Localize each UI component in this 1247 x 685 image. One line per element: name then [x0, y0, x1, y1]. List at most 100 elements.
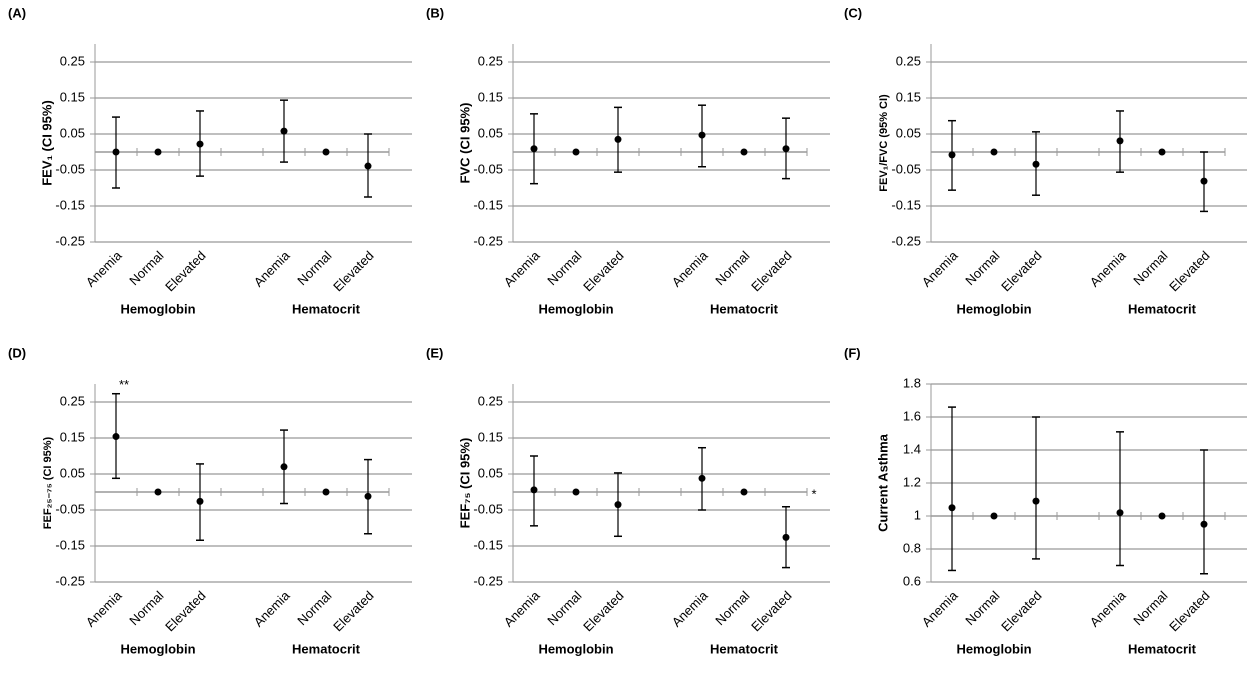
group-label: Hematocrit [710, 301, 779, 316]
panel-label: (F) [844, 345, 861, 360]
y-tick-label: 0.05 [478, 125, 503, 140]
error-bar [1200, 449, 1208, 575]
point [1158, 148, 1166, 156]
y-axis-label: Current Asthma [875, 433, 890, 532]
point [280, 127, 288, 135]
y-tick-label: -0.25 [473, 573, 503, 588]
group-label: Hematocrit [1128, 301, 1197, 316]
x-tick-label: Anemia [251, 247, 293, 289]
point [154, 488, 162, 496]
x-tick-label: Elevated [998, 588, 1044, 634]
x-tick-label: Elevated [580, 588, 626, 634]
y-tick-label: 0.8 [903, 540, 921, 555]
point [1116, 509, 1124, 517]
x-tick-label: Normal [962, 248, 1002, 288]
x-tick-label: Anemia [1087, 247, 1129, 289]
point [1032, 160, 1040, 168]
point [1200, 177, 1208, 185]
y-tick-label: -0.25 [55, 233, 85, 248]
x-tick-label: Elevated [1166, 588, 1212, 634]
point [572, 148, 580, 156]
point [1158, 512, 1166, 520]
y-tick-label: 0.15 [478, 89, 503, 104]
x-tick-label: Anemia [669, 587, 711, 629]
x-tick-label: Normal [962, 588, 1002, 628]
x-tick-label: Normal [294, 588, 334, 628]
point [990, 148, 998, 156]
point [322, 488, 330, 496]
point [740, 488, 748, 496]
y-tick-label: -0.05 [55, 501, 85, 516]
point [948, 151, 956, 159]
point [364, 492, 372, 500]
point [782, 533, 790, 541]
group-label: Hematocrit [292, 641, 361, 656]
point [698, 131, 706, 139]
y-tick-label: -0.05 [55, 161, 85, 176]
point [1116, 137, 1124, 145]
y-tick-label: 1.6 [903, 408, 921, 423]
point [614, 135, 622, 143]
x-tick-label: Normal [1130, 588, 1170, 628]
y-axis-label: FEV₁ (CI 95%) [39, 100, 54, 186]
y-tick-label: 0.05 [60, 125, 85, 140]
point [112, 433, 120, 441]
point [154, 148, 162, 156]
x-tick-label: Anemia [501, 587, 543, 629]
y-tick-label: 1 [914, 507, 921, 522]
y-axis-label: FEF₂₅₋₇₅ (CI 95%) [42, 436, 54, 529]
annotation: * [811, 486, 816, 501]
point [1032, 497, 1040, 505]
point [1200, 520, 1208, 528]
x-tick-label: Elevated [580, 248, 626, 294]
error-bar [948, 406, 956, 572]
x-tick-label: Normal [126, 588, 166, 628]
x-tick-label: Elevated [1166, 248, 1212, 294]
x-tick-label: Elevated [998, 248, 1044, 294]
y-tick-label: -0.15 [891, 197, 921, 212]
y-tick-label: 0.25 [896, 53, 921, 68]
panel-label: (D) [8, 345, 26, 360]
point [280, 463, 288, 471]
x-tick-label: Anemia [501, 247, 543, 289]
y-tick-label: -0.15 [55, 197, 85, 212]
point [196, 497, 204, 505]
point [698, 474, 706, 482]
x-tick-label: Anemia [1087, 587, 1129, 629]
y-tick-label: -0.05 [891, 161, 921, 176]
panel-label: (E) [426, 345, 443, 360]
x-tick-label: Normal [294, 248, 334, 288]
y-tick-label: -0.05 [473, 161, 503, 176]
y-tick-label: 0.25 [478, 53, 503, 68]
x-tick-label: Normal [126, 248, 166, 288]
group-label: Hematocrit [292, 301, 361, 316]
y-tick-label: 0.25 [478, 393, 503, 408]
x-tick-label: Normal [1130, 248, 1170, 288]
y-tick-label: 0.6 [903, 573, 921, 588]
group-label: Hemoglobin [120, 301, 195, 316]
group-label: Hemoglobin [120, 641, 195, 656]
y-tick-label: 0.15 [896, 89, 921, 104]
point [740, 148, 748, 156]
group-label: Hemoglobin [538, 641, 613, 656]
point [990, 512, 998, 520]
panel-label: (C) [844, 5, 862, 20]
point [112, 148, 120, 156]
point [322, 148, 330, 156]
point [614, 501, 622, 509]
y-tick-label: -0.25 [55, 573, 85, 588]
y-tick-label: 1.8 [903, 375, 921, 390]
panel-label: (B) [426, 5, 444, 20]
group-label: Hemoglobin [538, 301, 613, 316]
x-tick-label: Normal [544, 248, 584, 288]
x-tick-label: Elevated [748, 248, 794, 294]
y-tick-label: -0.15 [473, 197, 503, 212]
y-tick-label: 0.05 [896, 125, 921, 140]
x-tick-label: Elevated [330, 588, 376, 634]
x-tick-label: Elevated [330, 248, 376, 294]
y-tick-label: -0.05 [473, 501, 503, 516]
point [530, 486, 538, 494]
group-label: Hematocrit [710, 641, 779, 656]
point [530, 145, 538, 153]
